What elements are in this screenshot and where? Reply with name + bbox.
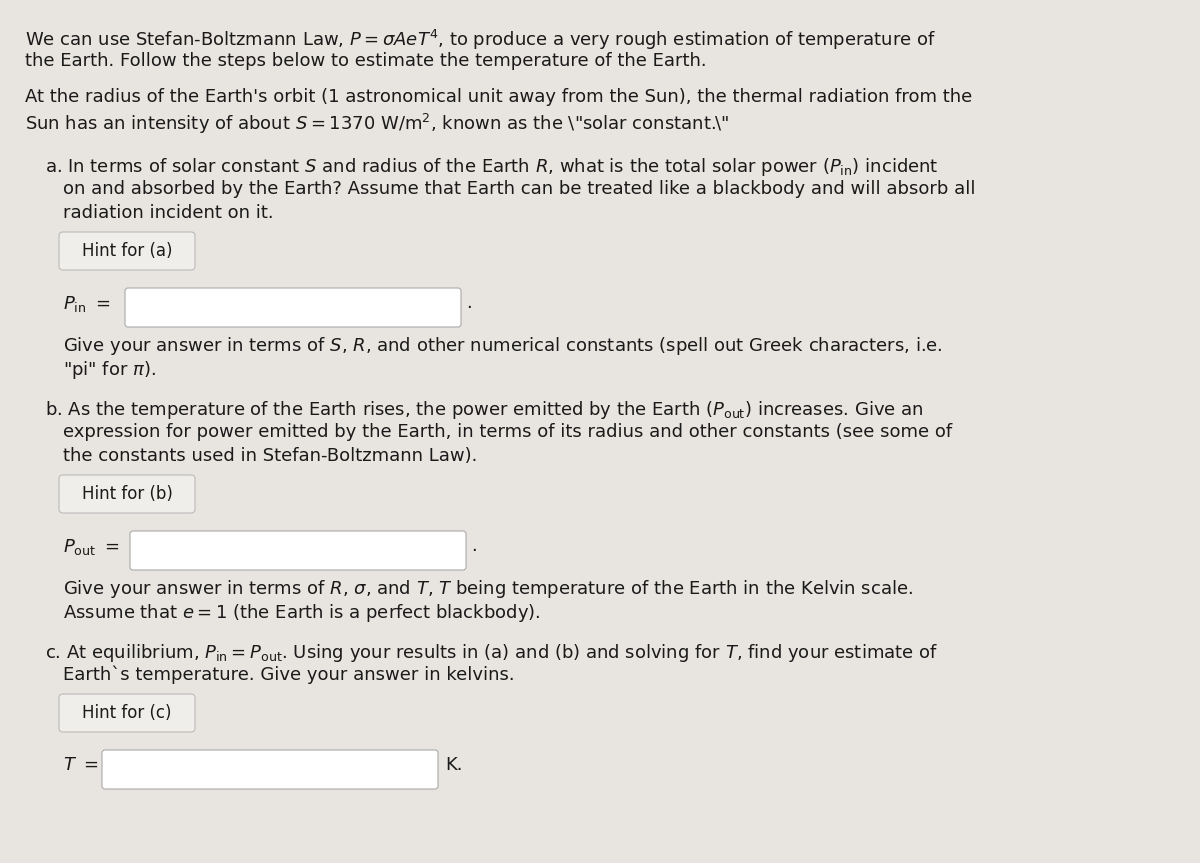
Text: b. As the temperature of the Earth rises, the power emitted by the Earth ($P_{\m: b. As the temperature of the Earth rises…	[46, 399, 924, 421]
Text: Give your answer in terms of $S$, $R$, and other numerical constants (spell out : Give your answer in terms of $S$, $R$, a…	[64, 335, 943, 357]
Text: c. At equilibrium, $P_{\mathrm{in}} = P_{\mathrm{out}}$. Using your results in (: c. At equilibrium, $P_{\mathrm{in}} = P_…	[46, 642, 938, 664]
FancyBboxPatch shape	[130, 531, 466, 570]
FancyBboxPatch shape	[59, 232, 194, 270]
Text: $P_{\mathrm{in}}\ =$: $P_{\mathrm{in}}\ =$	[64, 294, 110, 314]
Text: Hint for (a): Hint for (a)	[82, 242, 173, 260]
Text: the Earth. Follow the steps below to estimate the temperature of the Earth.: the Earth. Follow the steps below to est…	[25, 52, 707, 70]
Text: Give your answer in terms of $R$, $\sigma$, and $T$, $T$ being temperature of th: Give your answer in terms of $R$, $\sigm…	[64, 578, 913, 600]
Text: At the radius of the Earth's orbit (1 astronomical unit away from the Sun), the : At the radius of the Earth's orbit (1 as…	[25, 88, 972, 106]
FancyBboxPatch shape	[59, 694, 194, 732]
Text: .: .	[470, 537, 476, 555]
Text: expression for power emitted by the Earth, in terms of its radius and other cons: expression for power emitted by the Eart…	[64, 423, 952, 441]
Text: $T\ =$: $T\ =$	[64, 756, 98, 774]
Text: Assume that $e = 1$ (the Earth is a perfect blackbody).: Assume that $e = 1$ (the Earth is a perf…	[64, 602, 541, 624]
FancyBboxPatch shape	[59, 475, 194, 513]
Text: a. In terms of solar constant $S$ and radius of the Earth $R$, what is the total: a. In terms of solar constant $S$ and ra…	[46, 156, 938, 178]
Text: Earth`s temperature. Give your answer in kelvins.: Earth`s temperature. Give your answer in…	[64, 666, 515, 684]
Text: Hint for (b): Hint for (b)	[82, 485, 173, 503]
Text: $P_{\mathrm{out}}\ =$: $P_{\mathrm{out}}\ =$	[64, 537, 120, 557]
Text: "pi" for $\pi$).: "pi" for $\pi$).	[64, 359, 156, 381]
FancyBboxPatch shape	[125, 288, 461, 327]
Text: .: .	[466, 294, 472, 312]
Text: Hint for (c): Hint for (c)	[83, 704, 172, 722]
Text: K.: K.	[445, 756, 462, 774]
Text: radiation incident on it.: radiation incident on it.	[64, 204, 274, 222]
Text: Sun has an intensity of about $S = 1370\ \mathrm{W/m^2}$, known as the \"solar c: Sun has an intensity of about $S = 1370\…	[25, 112, 730, 136]
Text: the constants used in Stefan-Boltzmann Law).: the constants used in Stefan-Boltzmann L…	[64, 447, 478, 465]
Text: on and absorbed by the Earth? Assume that Earth can be treated like a blackbody : on and absorbed by the Earth? Assume tha…	[64, 180, 976, 198]
FancyBboxPatch shape	[102, 750, 438, 789]
Text: We can use Stefan-Boltzmann Law, $P = \sigma AeT^4$, to produce a very rough est: We can use Stefan-Boltzmann Law, $P = \s…	[25, 28, 936, 52]
